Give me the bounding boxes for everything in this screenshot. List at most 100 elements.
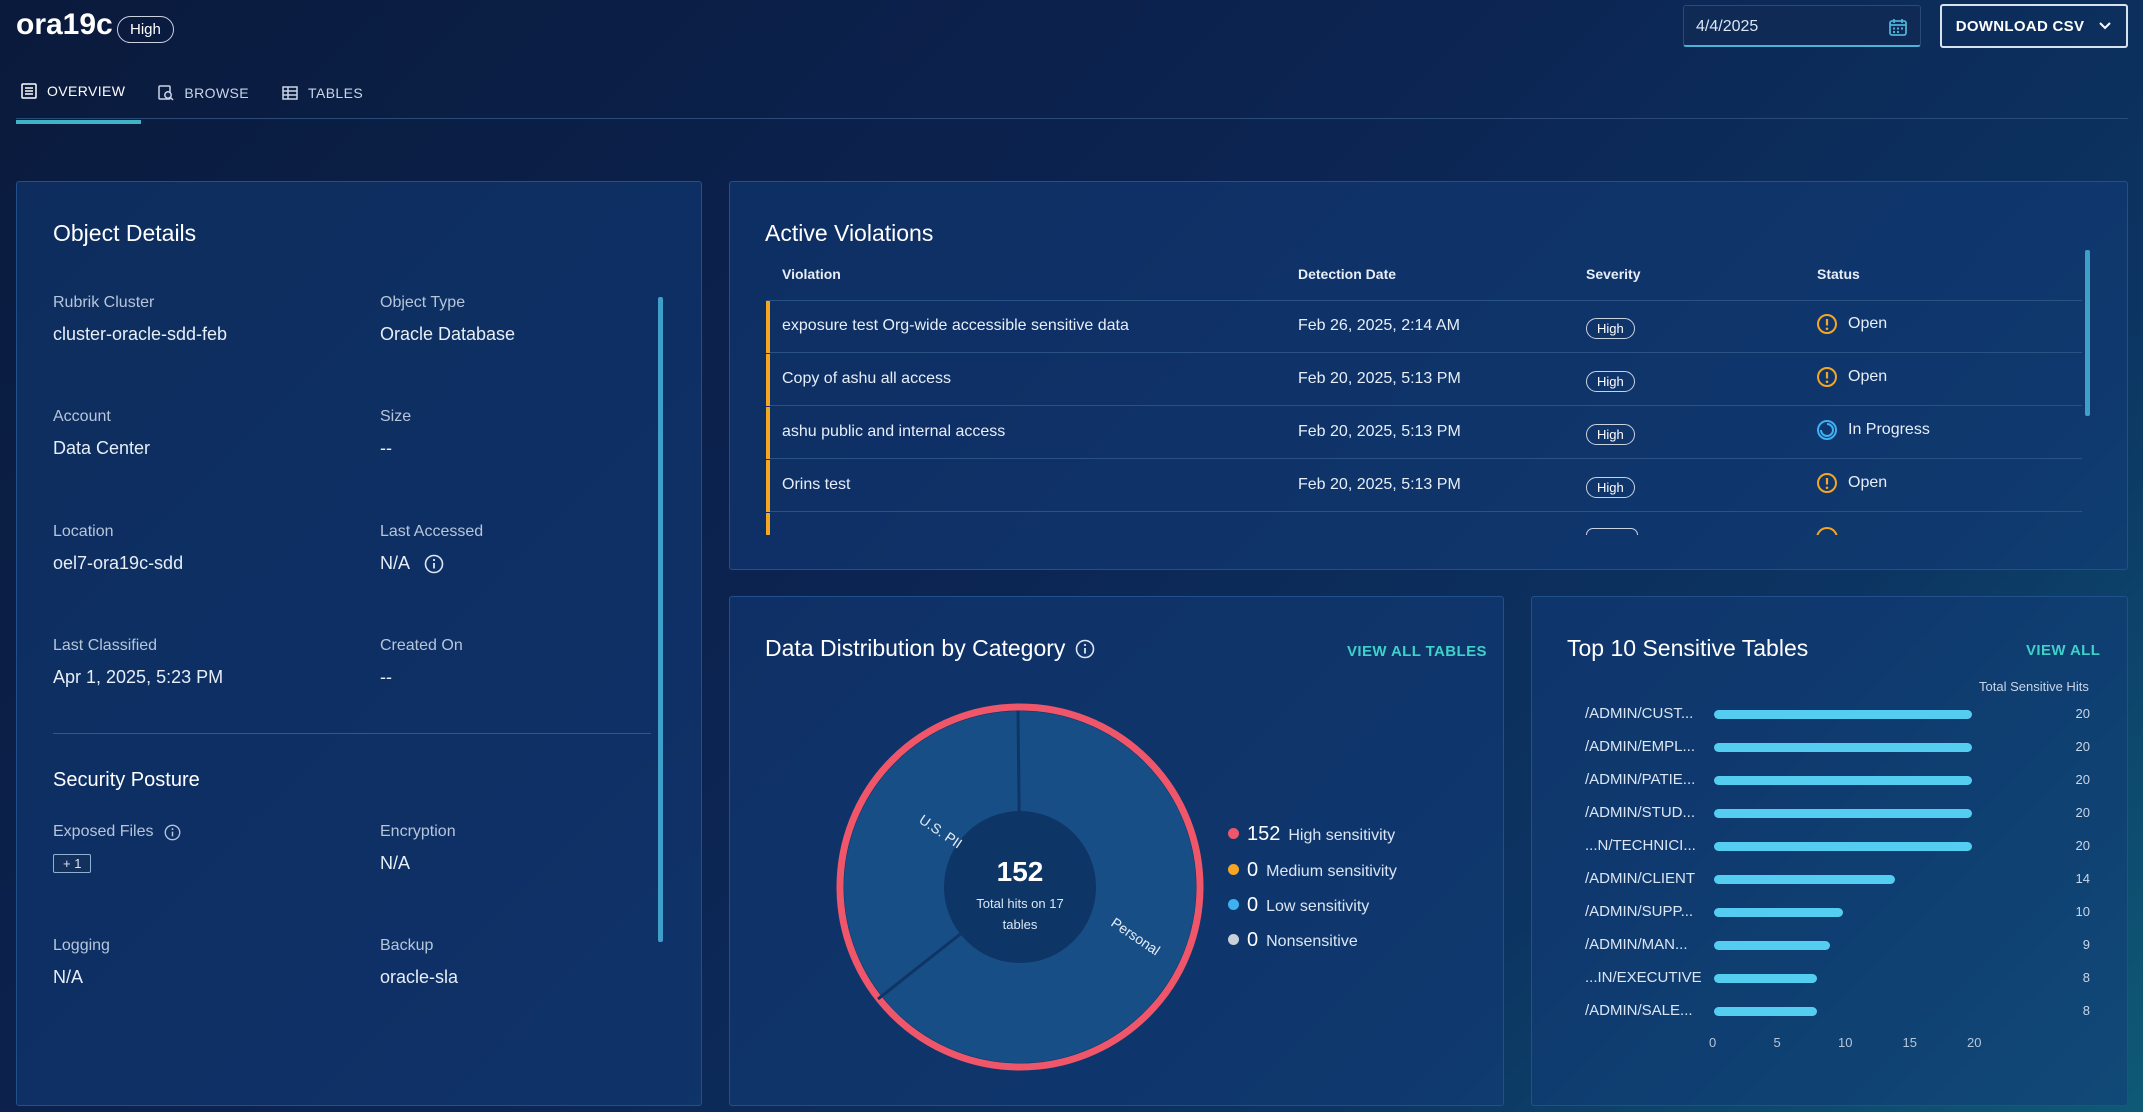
x-axis-tick-label: 10 bbox=[1838, 1035, 1853, 1050]
account-value: Data Center bbox=[53, 438, 151, 458]
calendar-icon[interactable] bbox=[1888, 17, 1908, 37]
view-all-link[interactable]: VIEW ALL bbox=[2026, 642, 2101, 659]
table-row[interactable]: exposure test Org-wide accessible sensit… bbox=[766, 301, 2082, 353]
distribution-title: Data Distribution by Category bbox=[765, 635, 1095, 662]
bar-mark[interactable] bbox=[1714, 974, 1818, 983]
detection-date: Feb 26, 2025, 2:14 AM bbox=[1298, 317, 1460, 334]
table-row[interactable]: Copy of ashu all access Feb 20, 2025, 5:… bbox=[766, 354, 2082, 406]
table-row[interactable]: ashu public and internal access Feb 20, … bbox=[766, 407, 2082, 459]
legend-label: Low sensitivity bbox=[1266, 898, 1370, 915]
details-scrollbar[interactable] bbox=[658, 297, 663, 942]
tab-tables[interactable]: TABLES bbox=[265, 82, 379, 124]
legend-label: High sensitivity bbox=[1288, 827, 1396, 844]
violation-name[interactable]: ashu public and internal access bbox=[782, 423, 1006, 440]
violation-name[interactable]: exposure test Org-wide accessible sensit… bbox=[782, 317, 1129, 334]
bar-mark[interactable] bbox=[1714, 809, 1972, 818]
field-label: Last Accessed bbox=[380, 523, 484, 540]
bar-value-label: 20 bbox=[2075, 805, 2090, 820]
column-header-violation[interactable]: Violation bbox=[782, 266, 841, 282]
bar-value-label: 20 bbox=[2075, 706, 2090, 721]
violations-title: Active Violations bbox=[765, 220, 934, 246]
tab-overview[interactable]: OVERVIEW bbox=[16, 82, 142, 124]
status-cell: Open bbox=[1816, 472, 1887, 494]
bar-mark[interactable] bbox=[1714, 776, 1972, 785]
bar-mark[interactable] bbox=[1714, 1007, 1818, 1016]
exposed-files-label: Exposed Files bbox=[53, 823, 181, 841]
severity-badge: High bbox=[117, 16, 174, 43]
tab-browse[interactable]: BROWSE bbox=[141, 82, 265, 124]
object-type-value: Oracle Database bbox=[380, 324, 516, 344]
bar-mark[interactable] bbox=[1714, 908, 1843, 917]
info-icon[interactable] bbox=[164, 824, 181, 841]
legend-dot bbox=[1228, 864, 1239, 875]
download-csv-button[interactable]: DOWNLOAD CSV bbox=[1940, 4, 2128, 48]
legend-item-high[interactable]: 152 High sensitivity bbox=[1228, 823, 1395, 846]
violations-scrollbar[interactable] bbox=[2085, 250, 2090, 416]
legend-item-medium[interactable]: 0 Medium sensitivity bbox=[1228, 859, 1397, 882]
bar-category-label[interactable]: /ADMIN/SALE... bbox=[1585, 1002, 1693, 1019]
warning-circle-icon bbox=[1817, 314, 1837, 334]
bar-mark[interactable] bbox=[1714, 875, 1895, 884]
backup-value: oracle-sla bbox=[380, 967, 459, 987]
progress-circle-icon bbox=[1817, 420, 1837, 440]
severity-badge: High bbox=[1586, 424, 1635, 445]
bar-category-label[interactable]: /ADMIN/SUPP... bbox=[1585, 903, 1694, 920]
x-axis-tick-label: 20 bbox=[1967, 1035, 1982, 1050]
bar-category-label[interactable]: ...N/TECHNICI... bbox=[1585, 837, 1696, 854]
bar-category-label[interactable]: /ADMIN/CUST... bbox=[1585, 705, 1694, 722]
table-header-divider bbox=[766, 300, 2082, 301]
bar-category-label[interactable]: ...IN/EXECUTIVE bbox=[1585, 969, 1702, 986]
encryption-value: N/A bbox=[380, 853, 411, 873]
table-row[interactable]: Orins test Feb 20, 2025, 5:13 PM High Op… bbox=[766, 460, 2082, 512]
bar-value-label: 20 bbox=[2075, 739, 2090, 754]
date-picker-input[interactable]: 4/4/2025 bbox=[1683, 5, 1921, 47]
table-row-partial[interactable] bbox=[766, 513, 2082, 535]
bar-mark[interactable] bbox=[1714, 710, 1972, 719]
bar-value-label: 20 bbox=[2075, 772, 2090, 787]
legend-count: 0 bbox=[1247, 929, 1259, 951]
field-label: Backup bbox=[380, 937, 434, 954]
top-sensitive-tables-panel: Top 10 Sensitive Tables VIEW ALL Total S… bbox=[1531, 596, 2128, 1106]
status-text: Open bbox=[1848, 315, 1888, 332]
legend-item-nonsensitive[interactable]: 0 Nonsensitive bbox=[1228, 929, 1358, 952]
high-sensitivity-ring[interactable] bbox=[836, 703, 1204, 1071]
field-label: Size bbox=[380, 408, 412, 425]
violation-name[interactable]: Orins test bbox=[782, 476, 851, 493]
total-hits-value: 152 bbox=[997, 856, 1044, 887]
bar-value-label: 10 bbox=[2075, 904, 2090, 919]
detection-date: Feb 20, 2025, 5:13 PM bbox=[1298, 476, 1461, 493]
bar-mark[interactable] bbox=[1714, 941, 1831, 950]
column-header-detection-date[interactable]: Detection Date bbox=[1298, 266, 1397, 282]
field-label: Encryption bbox=[380, 823, 456, 840]
bar-category-label[interactable]: /ADMIN/EMPL... bbox=[1585, 738, 1696, 755]
exposed-files-badge[interactable]: + 1 bbox=[53, 854, 92, 873]
download-csv-label: DOWNLOAD CSV bbox=[1955, 17, 2085, 35]
object-details-title: Object Details bbox=[53, 220, 197, 246]
tab-divider bbox=[16, 118, 2128, 119]
bar-category-label[interactable]: /ADMIN/STUD... bbox=[1585, 804, 1696, 821]
bar-category-label[interactable]: /ADMIN/CLIENT bbox=[1585, 870, 1696, 887]
bar-category-label[interactable]: /ADMIN/PATIE... bbox=[1585, 771, 1696, 788]
bar-mark[interactable] bbox=[1714, 842, 1972, 851]
violation-name[interactable]: Copy of ashu all access bbox=[782, 370, 951, 387]
x-axis-tick-label: 0 bbox=[1709, 1035, 1717, 1050]
data-distribution-panel: Data Distribution by Category VIEW ALL T… bbox=[729, 596, 1504, 1106]
tab-browse-label: BROWSE bbox=[184, 85, 250, 101]
bar-mark[interactable] bbox=[1714, 743, 1972, 752]
field-label: Account bbox=[53, 408, 111, 425]
top-tables-title: Top 10 Sensitive Tables bbox=[1567, 635, 1809, 661]
bar-value-label: 9 bbox=[2082, 937, 2090, 952]
column-header-severity[interactable]: Severity bbox=[1586, 266, 1641, 282]
legend-item-low[interactable]: 0 Low sensitivity bbox=[1228, 894, 1369, 917]
warning-circle-icon bbox=[1816, 527, 1838, 535]
column-header-status[interactable]: Status bbox=[1817, 266, 1860, 282]
total-hits-caption-2: tables bbox=[1003, 917, 1038, 932]
status-cell: In Progress bbox=[1816, 419, 1930, 441]
chart-center bbox=[944, 811, 1096, 963]
info-icon[interactable] bbox=[1075, 639, 1095, 659]
bar-value-label: 8 bbox=[2082, 970, 2090, 985]
bar-category-label[interactable]: /ADMIN/MAN... bbox=[1585, 936, 1688, 953]
view-all-tables-link[interactable]: VIEW ALL TABLES bbox=[1347, 643, 1487, 660]
total-hits-caption: Total hits on 17 bbox=[976, 896, 1063, 911]
info-icon[interactable] bbox=[424, 554, 444, 574]
